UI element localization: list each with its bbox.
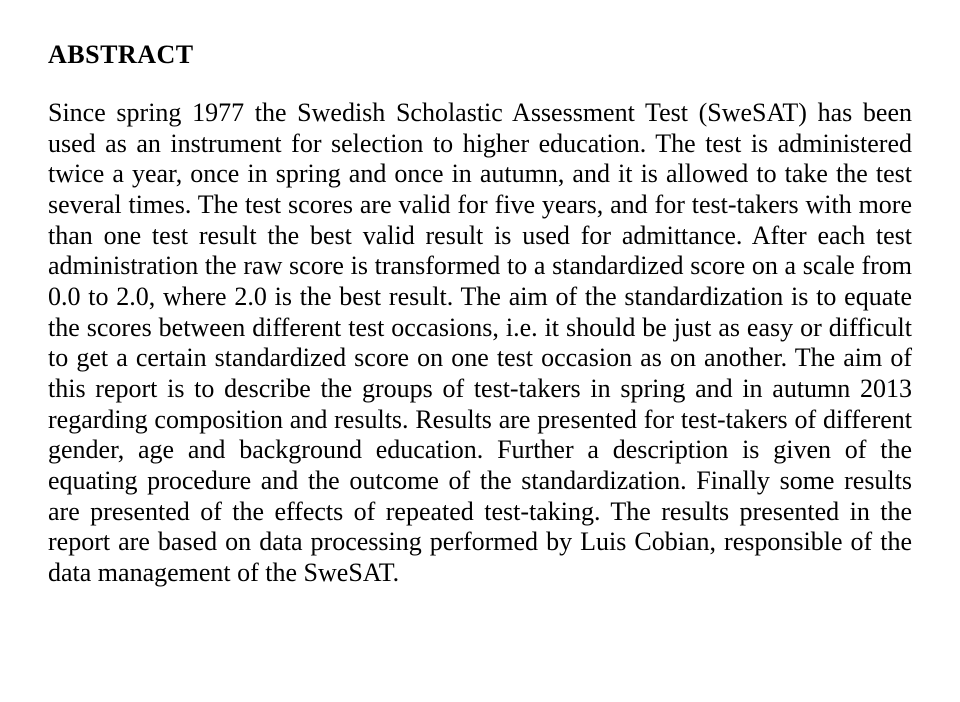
abstract-body: Since spring 1977 the Swedish Scholastic… (48, 98, 912, 589)
abstract-heading: ABSTRACT (48, 40, 912, 70)
